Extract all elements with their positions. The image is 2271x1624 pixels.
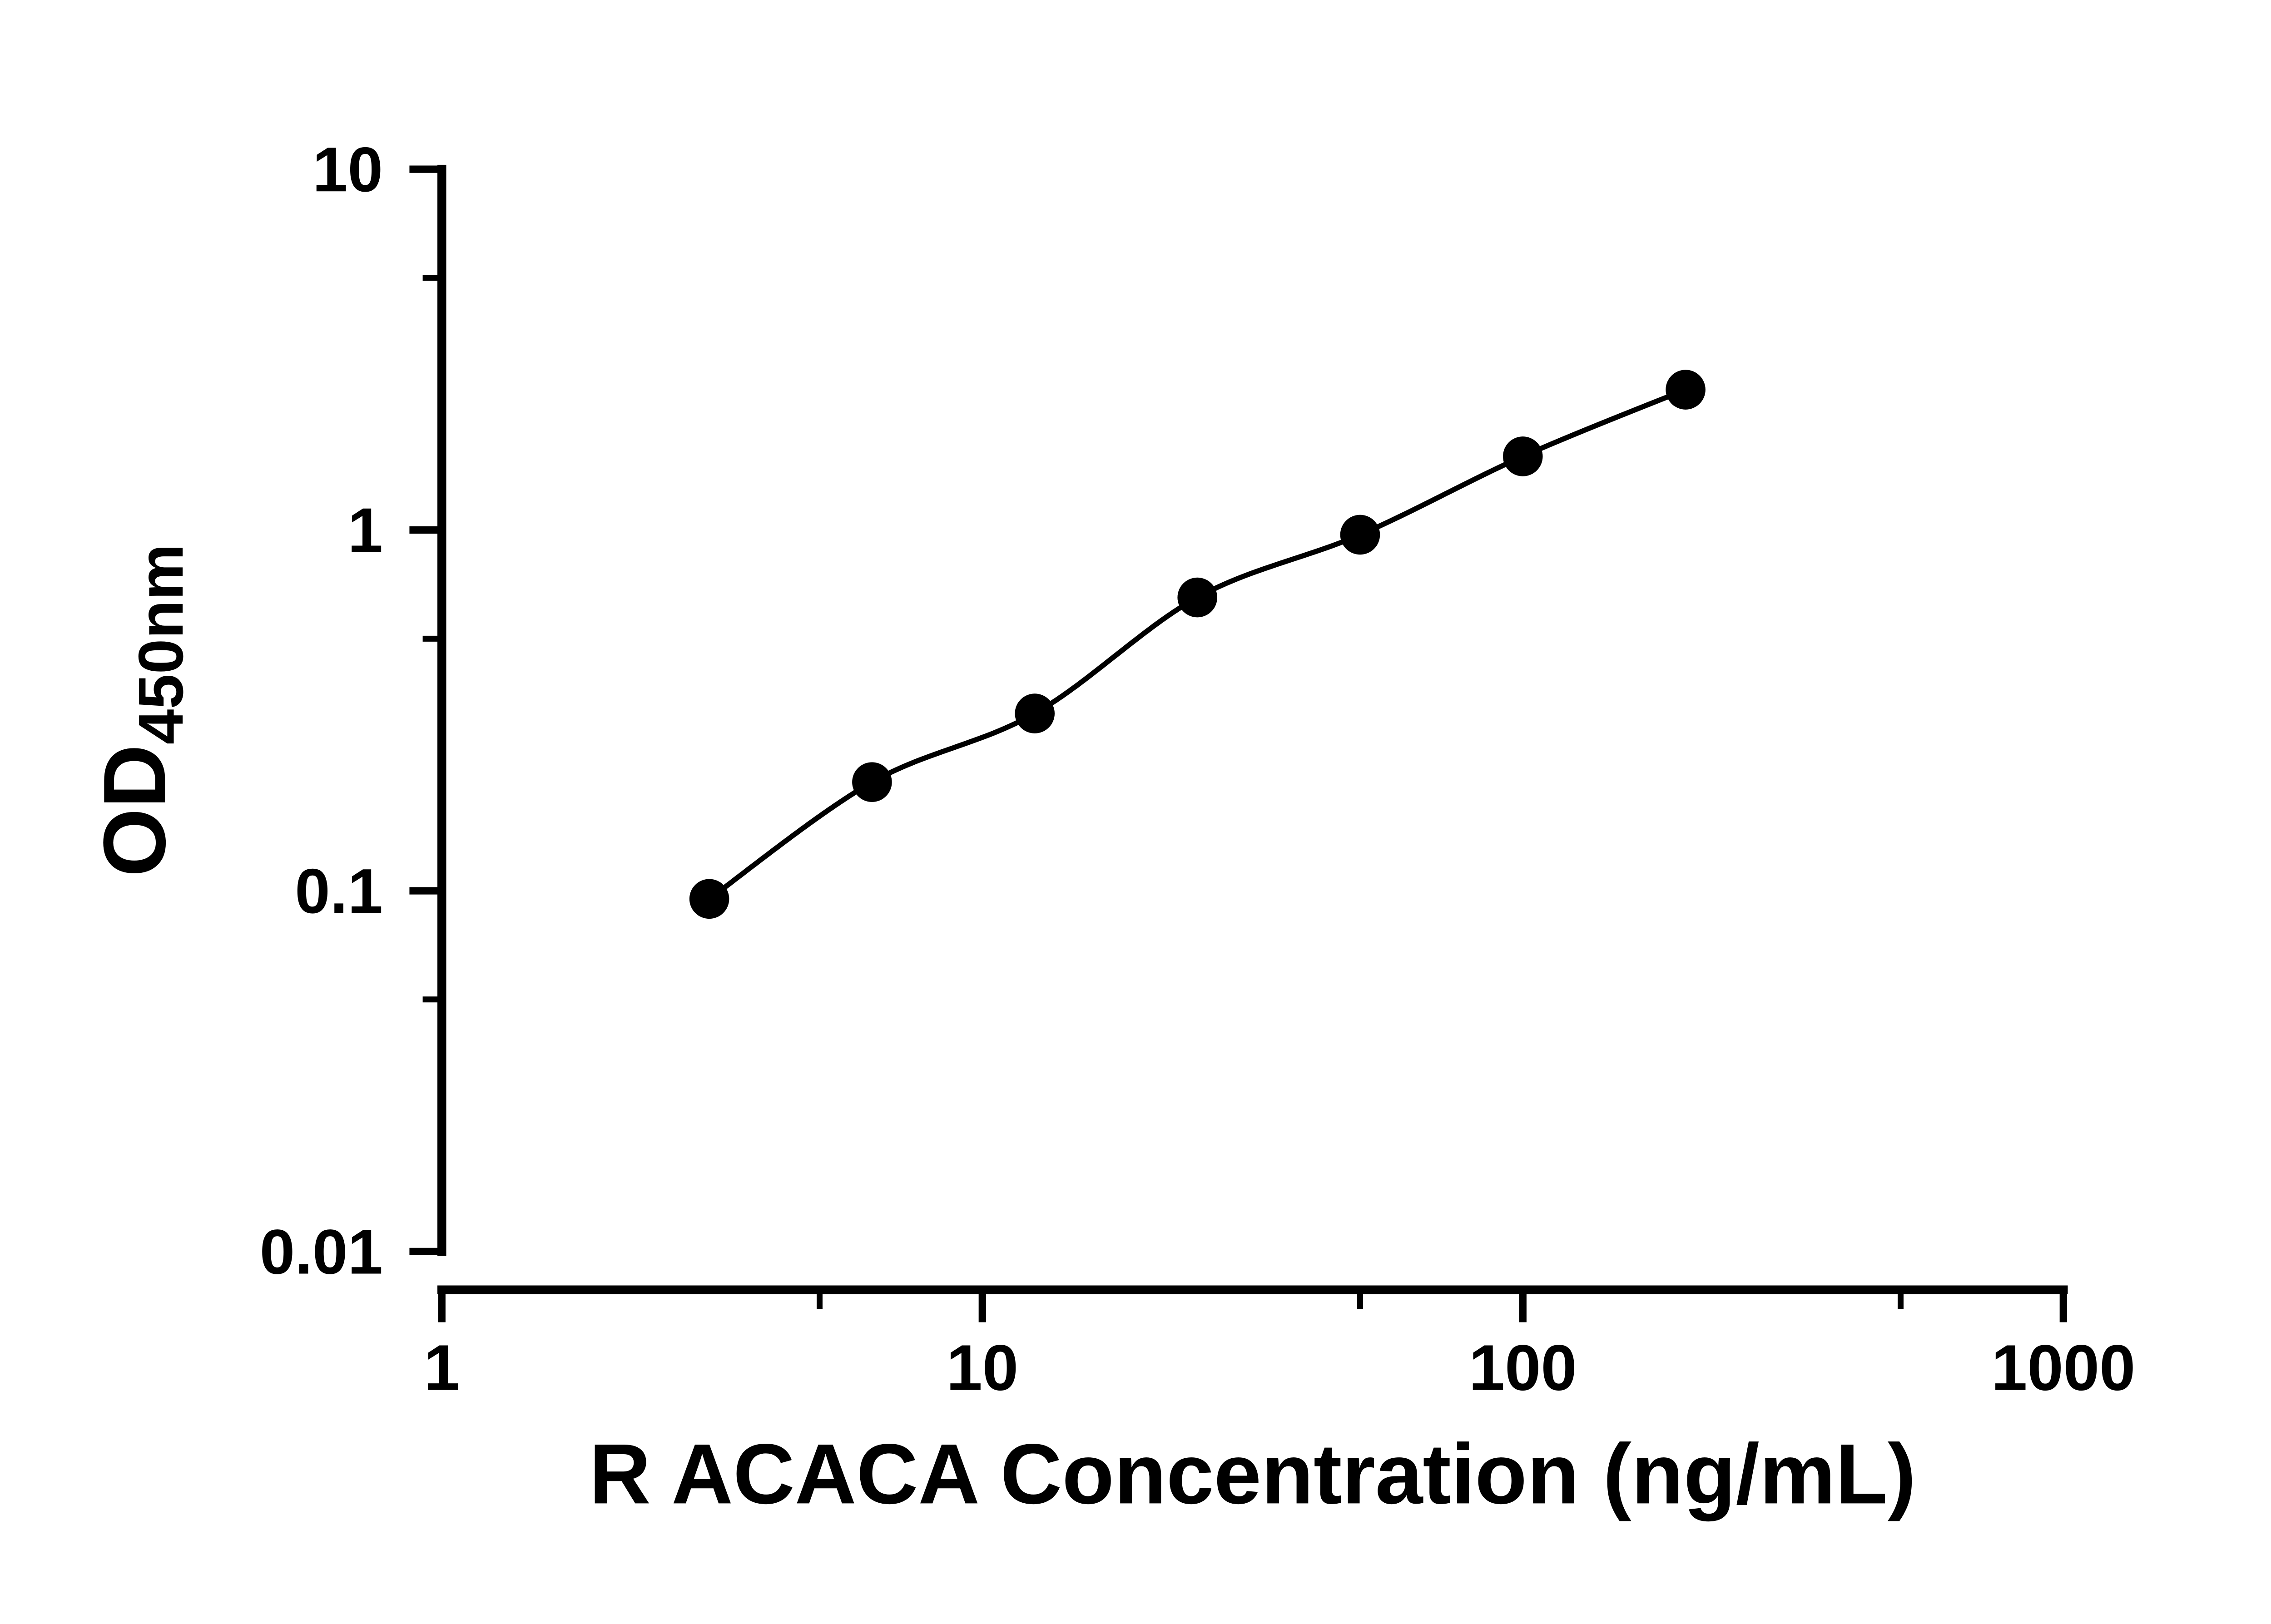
y-tick-label: 0.01 [260, 1217, 383, 1287]
y-axis-title-base: OD [85, 744, 184, 877]
x-axis-title: R ACACA Concentration (ng/mL) [589, 1426, 1916, 1521]
y-tick-label: 1 [348, 495, 383, 566]
data-point [689, 879, 729, 919]
y-tick-label: 0.1 [295, 856, 383, 926]
data-point [1666, 370, 1706, 410]
y-tick-label: 10 [312, 134, 383, 205]
data-point [1340, 515, 1380, 555]
data-point [1503, 436, 1543, 476]
y-axis-title: OD450nm [85, 544, 196, 877]
data-point [1015, 693, 1055, 733]
x-tick-label: 1000 [1991, 1332, 2135, 1404]
data-point [1177, 577, 1217, 618]
data-point [852, 762, 892, 802]
x-tick-label: 1 [424, 1332, 460, 1404]
x-tick-label: 100 [1469, 1332, 1577, 1404]
y-axis-title-subscript: 450nm [125, 544, 196, 744]
x-tick-label: 10 [946, 1332, 1018, 1404]
